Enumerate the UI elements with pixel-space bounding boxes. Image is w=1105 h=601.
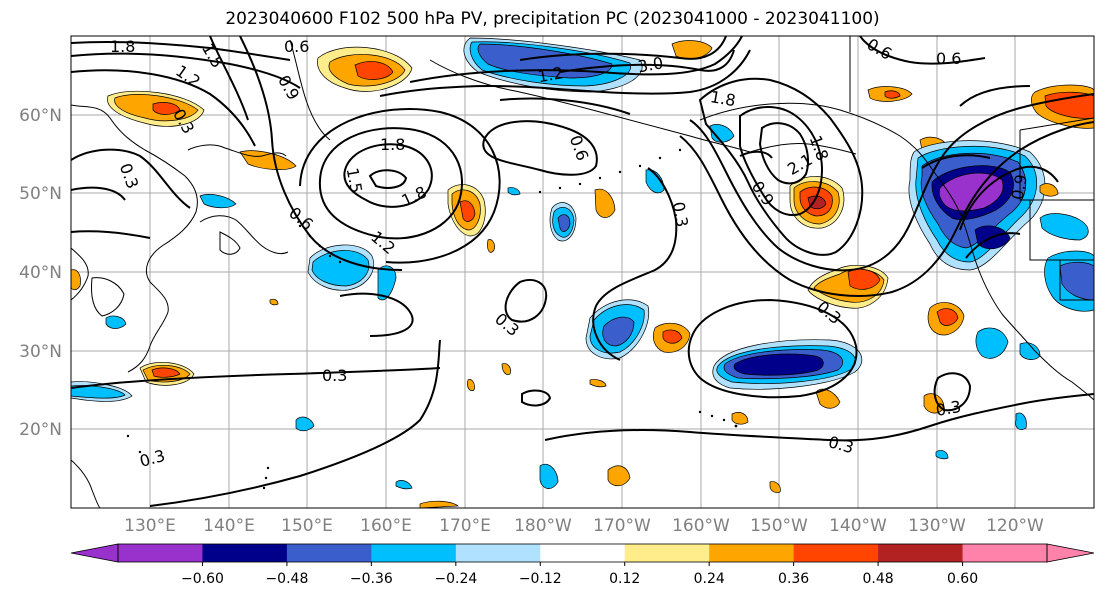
colorbar-tick-label: 0.36 — [778, 571, 809, 587]
colorbar-tick-label: −0.60 — [181, 571, 224, 587]
contour-label: 0.3 — [322, 366, 347, 385]
precipitation-shading — [71, 37, 1094, 508]
contour-label: 1.8 — [110, 37, 135, 56]
colorbar-tick-label: −0.36 — [350, 571, 393, 587]
colorbar-segment — [793, 544, 879, 562]
contour-label: 3.0 — [636, 53, 664, 76]
lat-label-20n: 20°N — [19, 420, 62, 440]
colorbar-segment — [878, 544, 964, 562]
map-title: 2023040600 F102 500 hPa PV, precipitatio… — [225, 9, 880, 29]
lon-label-130w: 130°W — [908, 516, 966, 536]
coastlines — [71, 36, 1094, 508]
contour-label: 1.8 — [380, 135, 405, 154]
lat-label-50n: 50°N — [19, 184, 62, 204]
colorbar-segment — [455, 544, 541, 562]
lon-label-170e: 170°E — [439, 516, 491, 536]
lon-label-140e: 140°E — [203, 516, 255, 536]
lon-label-150w: 150°W — [750, 516, 808, 536]
colorbar-tick-label: −0.48 — [265, 571, 308, 587]
contour-label: 0.6 — [284, 37, 309, 56]
lon-label-160w: 160°W — [672, 516, 730, 536]
pv-contours — [71, 36, 1094, 507]
colorbar-tick-label: 0.48 — [863, 571, 894, 587]
contour-label: 1.5 — [343, 166, 366, 194]
contour-label: 0.9 — [1008, 173, 1031, 201]
colorbar-tick-label: 0.60 — [947, 571, 978, 587]
colorbar-segment — [962, 544, 1048, 562]
colorbar-segment — [540, 544, 626, 562]
colorbar-segment — [286, 544, 372, 562]
longitude-labels: 130°E 140°E 150°E 160°E 170°E 180°W 170°… — [124, 516, 1044, 536]
colorbar-tick-label: −0.12 — [519, 571, 562, 587]
lon-label-120w: 120°W — [986, 516, 1044, 536]
colorbar-tick-label: 0.12 — [609, 571, 640, 587]
colorbar-segment — [118, 544, 203, 562]
colorbar-segment — [624, 544, 710, 562]
lon-label-140w: 140°W — [829, 516, 887, 536]
colorbar-segment — [202, 544, 288, 562]
latitude-labels: 60°N 50°N 40°N 30°N 20°N — [19, 106, 62, 440]
lon-label-170w: 170°W — [593, 516, 651, 536]
colorbar-outline — [117, 543, 1048, 563]
lon-label-160e: 160°E — [360, 516, 412, 536]
lon-label-180w: 180°W — [514, 516, 572, 536]
colorbar-segment — [709, 544, 795, 562]
lon-label-150e: 150°E — [281, 516, 333, 536]
contour-label: 0.3 — [669, 200, 692, 228]
contour-label: 1.2 — [536, 63, 564, 86]
lat-label-60n: 60°N — [19, 106, 62, 126]
lat-label-30n: 30°N — [19, 342, 62, 362]
contour-label: 0.3 — [934, 397, 962, 420]
colorbar: −0.60 −0.48 −0.36 −0.24 −0.12 0.12 0.24 0.36 0.4… — [70, 543, 1095, 587]
colorbar-tick-label: 0.24 — [694, 571, 725, 587]
contour-label: 1.8 — [709, 87, 737, 110]
lat-label-40n: 40°N — [19, 263, 62, 283]
colorbar-segment — [371, 544, 457, 562]
colorbar-extend-min — [70, 543, 119, 563]
lon-label-130e: 130°E — [124, 516, 176, 536]
colorbar-tick-label: −0.24 — [434, 571, 477, 587]
contour-label: 0.6 — [936, 49, 961, 68]
colorbar-extend-max — [1046, 543, 1095, 563]
map-frame — [70, 35, 1095, 509]
